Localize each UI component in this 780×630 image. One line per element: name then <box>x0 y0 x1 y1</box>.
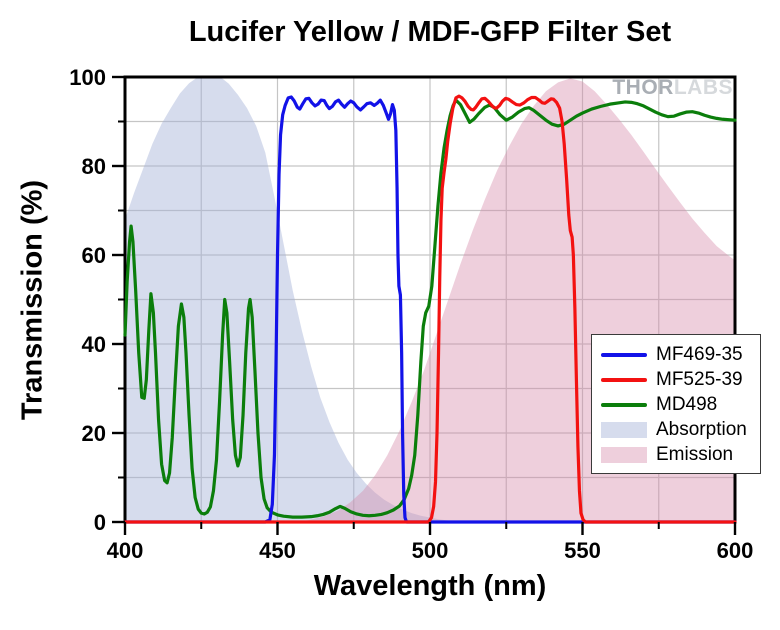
y-tick-label-60: 60 <box>82 243 106 268</box>
legend-swatch-line <box>601 402 647 407</box>
legend-label: MF525-39 <box>656 369 743 390</box>
y-tick-label-20: 20 <box>82 421 106 446</box>
legend-item-md498: MD498 <box>601 392 751 417</box>
legend-swatch-patch <box>601 421 647 438</box>
thorlabs-watermark: THORLABS <box>612 76 733 100</box>
legend-label: Emission <box>656 444 734 465</box>
legend-swatch-line <box>601 377 647 382</box>
legend-item-mf469-35: MF469-35 <box>601 342 751 367</box>
legend-item-mf525-39: MF525-39 <box>601 367 751 392</box>
y-tick-label-100: 100 <box>69 65 106 90</box>
watermark-labs-text: LABS <box>673 76 733 99</box>
x-tick-label-600: 600 <box>717 538 754 563</box>
x-tick-label-450: 450 <box>259 538 296 563</box>
x-tick-label-500: 500 <box>412 538 449 563</box>
x-tick-label-400: 400 <box>107 538 144 563</box>
series-MF525-39 <box>123 94 737 524</box>
series-MD498 <box>123 98 737 519</box>
x-axis-title: Wavelength (nm) <box>313 570 547 602</box>
legend-swatch-patch <box>601 446 647 463</box>
legend-label: MD498 <box>656 394 718 415</box>
x-tick-label-550: 550 <box>564 538 601 563</box>
legend-item-emission: Emission <box>601 442 751 467</box>
legend-label: MF469-35 <box>656 344 743 365</box>
series-MF469-35 <box>123 95 737 524</box>
y-tick-label-80: 80 <box>82 154 106 179</box>
legend-label: Absorption <box>656 419 747 440</box>
y-tick-label-40: 40 <box>82 332 106 357</box>
chart-title: Lucifer Yellow / MDF-GFP Filter Set <box>188 16 672 48</box>
legend-swatch-line <box>601 352 647 357</box>
y-tick-label-0: 0 <box>94 510 106 535</box>
watermark-thor-text: THOR <box>612 76 674 99</box>
legend-item-absorption: Absorption <box>601 417 751 442</box>
area-absorption <box>125 77 476 522</box>
legend-box: MF469-35 MF525-39 MD498 Absorption Emission <box>591 334 761 474</box>
